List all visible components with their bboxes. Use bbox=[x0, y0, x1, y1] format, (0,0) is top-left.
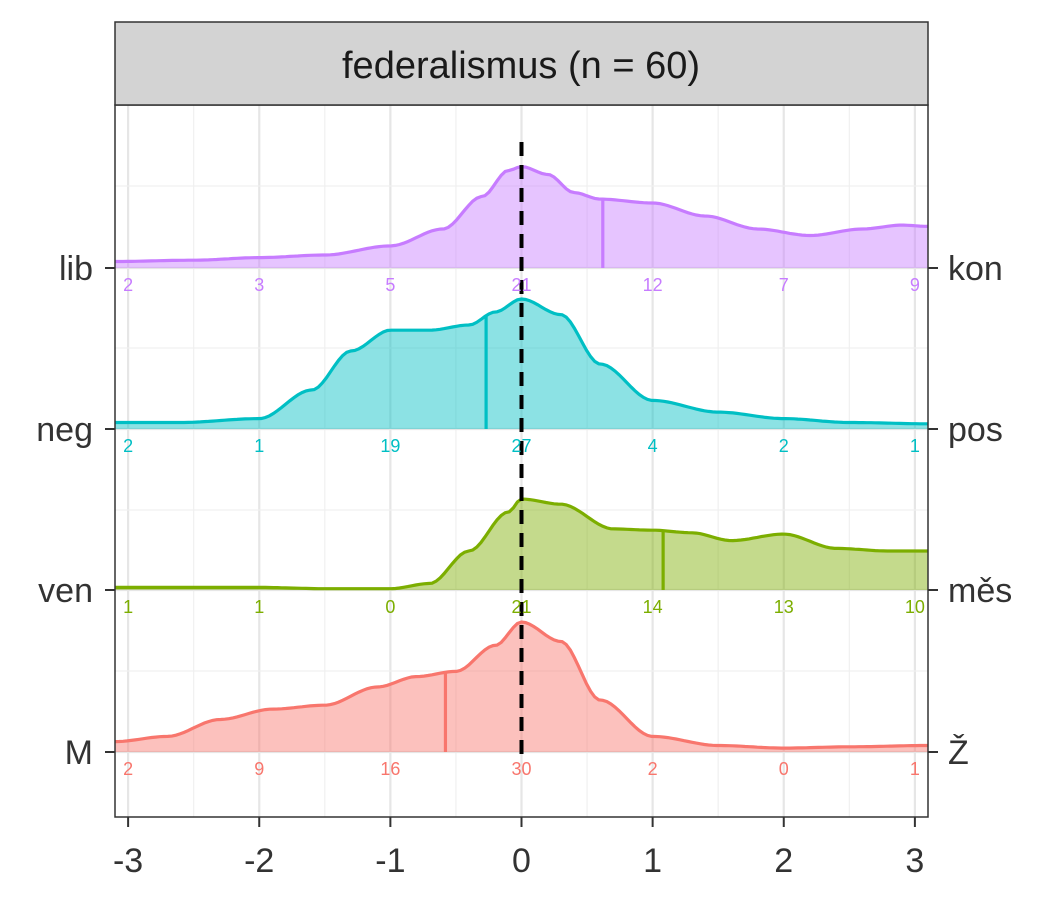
density-line-neg bbox=[115, 297, 928, 426]
count-label: 1 bbox=[254, 597, 264, 617]
density-area-M bbox=[115, 622, 928, 752]
count-label: 19 bbox=[380, 436, 400, 456]
strip-background bbox=[114, 21, 929, 106]
x-tick-label: -2 bbox=[244, 842, 274, 880]
count-label: 3 bbox=[254, 275, 264, 295]
x-tick-label: 2 bbox=[774, 842, 793, 880]
right-label-měs: měs bbox=[948, 572, 1012, 610]
count-label: 1 bbox=[123, 597, 133, 617]
count-label: 1 bbox=[910, 436, 920, 456]
x-tick-label: -1 bbox=[375, 842, 405, 880]
x-tick-label: -3 bbox=[113, 842, 143, 880]
x-tick-label: 0 bbox=[512, 842, 531, 880]
left-label-ven: ven bbox=[38, 572, 93, 610]
left-label-lib: lib bbox=[59, 250, 93, 288]
x-tick-label: 3 bbox=[905, 842, 924, 880]
count-label: 5 bbox=[385, 275, 395, 295]
count-labels: 2 3 5 21 12 7 92 1 19 27 4 2 11 1 0 21 14 13 102 9 16 30 2 0 1 bbox=[123, 275, 925, 779]
count-label: 4 bbox=[648, 436, 658, 456]
density-line-M bbox=[114, 620, 928, 750]
right-label-kon: kon bbox=[948, 250, 1003, 288]
count-label: 9 bbox=[910, 275, 920, 295]
count-label: 16 bbox=[380, 759, 400, 779]
strip-title: federalismus (n = 60) bbox=[342, 45, 700, 87]
count-label: 0 bbox=[385, 597, 395, 617]
count-label: 21 bbox=[511, 275, 531, 295]
count-label: 2 bbox=[123, 759, 133, 779]
count-label: 10 bbox=[905, 597, 925, 617]
right-label-Ž: Ž bbox=[948, 734, 969, 772]
count-label: 0 bbox=[779, 759, 789, 779]
facet-strip: federalismus (n = 60) bbox=[114, 21, 929, 106]
right-label-pos: pos bbox=[948, 411, 1003, 449]
left-label-neg: neg bbox=[36, 411, 93, 449]
count-label: 1 bbox=[910, 759, 920, 779]
left-label-M: M bbox=[65, 734, 93, 772]
count-label: 27 bbox=[511, 436, 531, 456]
count-label: 2 bbox=[123, 275, 133, 295]
count-label: 12 bbox=[643, 275, 663, 295]
count-label: 7 bbox=[779, 275, 789, 295]
count-label: 9 bbox=[254, 759, 264, 779]
count-label: 14 bbox=[643, 597, 663, 617]
count-label: 2 bbox=[123, 436, 133, 456]
count-label: 2 bbox=[779, 436, 789, 456]
count-label: 21 bbox=[511, 597, 531, 617]
count-label: 13 bbox=[774, 597, 794, 617]
count-label: 1 bbox=[254, 436, 264, 456]
count-label: 30 bbox=[511, 759, 531, 779]
count-label: 2 bbox=[648, 759, 658, 779]
x-tick-label: 1 bbox=[643, 842, 662, 880]
density-area-neg bbox=[115, 299, 928, 429]
